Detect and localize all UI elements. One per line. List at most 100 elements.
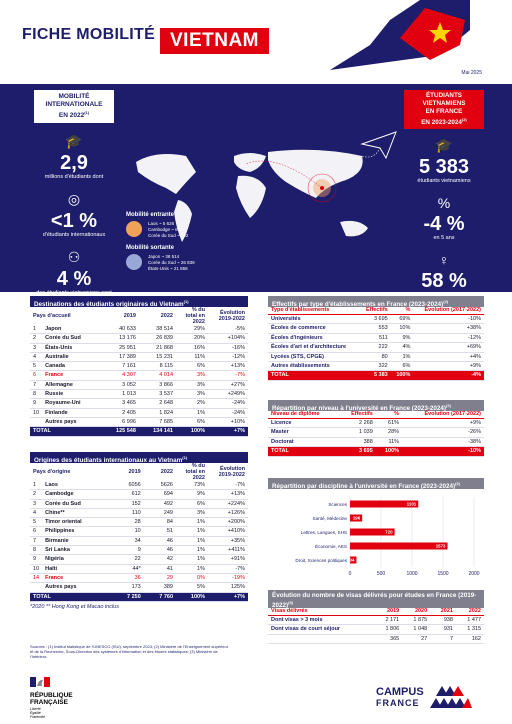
table-cell: 11% [375,437,403,448]
table-cell: Dont visas > 3 mois [268,615,375,626]
country-title: VIETNAM [160,28,269,54]
table-cell: 2% [176,398,208,409]
table-cell: 100% [375,446,403,457]
column-header: Pays d'origine [33,469,71,475]
discipline-bar-chart: 0 500 1000 1500 2000 Sciences 1101 Santé, Médec… [295,497,480,577]
table-cell: -12% [208,352,248,363]
legend-entrante-title: Mobilité entrante [126,212,175,218]
stat-label: d'étudiantes [404,292,484,299]
page-title: FICHE MOBILITÉ [22,26,156,43]
table-cell: 10 [111,526,144,537]
table-cell: 931 [430,624,456,635]
column-header: 2022 [160,313,173,319]
table-cell: 44* [111,564,144,574]
table-cell: 100% [390,370,414,381]
table-cell: -7% [208,564,248,574]
table-cell: +35% [208,536,248,547]
table-cell: 6% [390,361,414,372]
table-cell: 322 [359,361,391,372]
table-cell: Canada [42,361,102,372]
marianne-icon [30,677,50,687]
x-tick-label: 1000 [406,571,417,577]
table-cell: +9% [402,418,484,429]
table-cell: +27% [208,380,248,391]
table-cell: 84 [143,517,176,528]
table-cell: 5 [30,361,43,372]
bar [350,514,363,522]
niveau-table: Répartition par niveau à l'université en… [268,400,484,457]
right-stats-panel: ÉTUDIANTS VIETNAMIENS EN FRANCE EN 2023-… [404,90,484,299]
table-row: 7 Allemagne 3 052 3 866 3% +27% [30,380,248,391]
table-cell: 9 [30,554,43,565]
bar-value-label: 1101 [407,502,417,507]
table-cell: 1% [176,517,208,528]
table-cell: Chine** [42,508,112,519]
table-cell: Doctorat [268,437,340,448]
column-header: 2019 [123,313,136,319]
motto-line: Liberté [30,707,41,711]
table-cell: 1% [390,352,414,363]
table-cell: 1% [176,536,208,547]
table-cell: TOTAL [30,426,102,437]
table-row: Écoles d'art et d'architecture 222 4% +69% [268,342,484,353]
table-row: 6 Philippines 10 51 1% +410% [30,526,248,537]
table-row: 365 27 7 162 [268,634,484,645]
date-label: Mai 2025 [461,70,482,76]
logo-line: FRANÇAISE [30,699,68,706]
table-total-row: TOTAL 125 548 134 141 100% +7% [30,426,248,437]
bar [350,556,357,564]
table-cell: Australie [42,352,102,363]
table-cell: 553 [359,323,391,334]
table-cell: 29% [176,325,208,335]
table-row: 9 Nigéria 22 42 1% +91% [30,554,248,565]
table-cell: 1% [176,526,208,537]
table-cell: France [42,370,102,381]
right-badge-line: EN FRANCE [425,108,463,115]
table-cell: 69% [390,314,414,325]
campus-france-mark-icon [429,686,472,708]
column-header: 2020 [402,608,431,616]
table-row: 5 Canada 7 161 8 115 6% +13% [30,361,248,372]
table-row: 14 France 36 29 0% -19% [30,573,248,584]
footnote: *2020 ** Hong Kong et Macao inclus [30,604,119,610]
motto-line: Égalité [30,711,41,715]
table-cell: Autres pays [42,417,102,428]
table-cell: -12% [413,333,484,344]
stat-label: millions d'étudiants dont [44,174,104,181]
republique-francaise-logo: RÉPUBLIQUE FRANÇAISE Liberté Égalité Fra… [30,674,100,719]
category-label: Lettres, Langues, SHS [301,530,347,535]
table-row: 4 Australie 17 389 15 231 11% -12% [30,352,248,363]
niveau-title: Répartition par niveau à l'université en… [268,400,484,412]
table-cell: 2 648 [138,398,176,409]
x-tick-label: 0 [349,571,352,577]
legend-line: Laos ~ 5 626 [148,221,175,226]
table-cell: 34 [111,536,144,547]
table-cell: 15 231 [138,352,176,363]
table-cell: +126% [208,508,248,519]
table-cell: TOTAL [268,446,340,457]
table-cell: 3 [30,499,43,509]
table-cell: -38% [402,437,484,448]
bar-value-label: 720 [385,530,393,535]
table-cell: États-Unis [42,343,102,353]
column-header: Niveau de diplôme [268,411,340,419]
table-cell: 73% [176,481,208,491]
table-row: 3 Corée du Sud 152 492 6% +224% [30,499,248,509]
table-row: Universités 3 695 69% -10% [268,314,484,325]
table-cell: 6056 [111,481,144,491]
table-row: Écoles d'ingénieurs 511 9% -12% [268,333,484,344]
table-row: 5 Timor oriental 28 84 1% +200% [30,517,248,528]
sources-note: Sources : (1) Institut statistique de l'… [30,644,229,660]
table-row: 10 Finlande 2 405 1 824 1% -24% [30,408,248,418]
table-cell: Birmanie [42,536,112,547]
stat-value: 4 % [56,268,92,291]
table-cell: Timor oriental [42,517,112,528]
table-cell: 1 824 [138,408,176,418]
table-cell: 222 [359,342,391,353]
effectifs-table: Effectifs par type d'établissements en F… [268,296,484,381]
table-cell: 8 115 [138,361,176,372]
table-cell: 0% [176,573,208,584]
left-stats-panel: MOBILITÉ INTERNATIONALE EN 2022(1) 🎓 2,9… [28,90,120,304]
table-cell: 61% [375,418,403,429]
table-cell: 8 [30,545,43,556]
